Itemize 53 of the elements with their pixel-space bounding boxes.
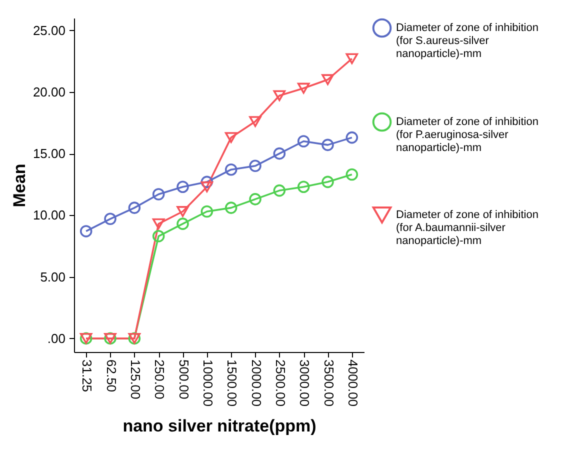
point: [200, 181, 214, 192]
point: [224, 163, 238, 176]
x-tick-label: 500.00: [176, 360, 192, 400]
point: [200, 176, 214, 188]
y-tick-label: 10.00: [32, 208, 66, 223]
x-tick-label: 3500.00: [321, 360, 336, 406]
y-tick-label: 5.00: [40, 269, 66, 284]
y-tick-label: .00: [47, 330, 66, 346]
point: [322, 176, 334, 188]
y-axis-title: Mean: [10, 164, 29, 208]
point: [80, 225, 92, 238]
point: [322, 74, 334, 86]
x-tick-label: 125.00: [128, 360, 143, 400]
point: [346, 131, 358, 144]
x-axis-title: nano silver nitrate(ppm): [122, 416, 316, 436]
point: [297, 135, 310, 148]
point: [152, 230, 165, 242]
point: [273, 184, 286, 197]
y-tick-label: 15.00: [32, 146, 66, 162]
point: [104, 212, 116, 226]
y-tick-label: 25.00: [32, 22, 66, 38]
point: [297, 180, 310, 193]
x-tick-label: 3000.00: [297, 360, 312, 406]
point: [128, 202, 141, 214]
x-tick-label: 4000.00: [345, 360, 360, 406]
point: [224, 202, 238, 214]
point: [322, 138, 334, 152]
point: [346, 168, 358, 181]
legend-label: Diameter of zone of inhibition (for P.aeruginosa-silver nanoparticle)-mm: [396, 116, 538, 154]
point: [152, 218, 165, 230]
legend-label: Diameter of zone of inhibition (for A.baumannii-silver nanoparticle)-mm: [396, 209, 538, 247]
point: [249, 160, 262, 172]
point: [176, 180, 189, 193]
x-tick-label: 1500.00: [224, 360, 240, 406]
point: [273, 90, 286, 102]
x-tick-label: 2500.00: [272, 360, 288, 406]
point: [200, 205, 214, 218]
y-tick-label: 20.00: [32, 84, 66, 100]
point: [273, 147, 286, 160]
x-tick-label: 250.00: [152, 360, 168, 400]
x-tick-label: 2000.00: [248, 360, 264, 406]
point: [176, 218, 189, 230]
x-tick-label: 1000.00: [200, 360, 216, 406]
x-tick-label: 62.50: [104, 360, 119, 392]
point: [152, 188, 165, 200]
point: [224, 132, 238, 143]
point: [176, 206, 189, 217]
point: [297, 82, 310, 94]
point: [249, 116, 262, 127]
x-tick-label: 31.25: [80, 360, 95, 392]
point: [249, 193, 262, 206]
point: [346, 53, 358, 64]
legend-label: Diameter of zone of inhibition (for S.aureus-silver nanoparticle)-mm: [396, 22, 538, 60]
